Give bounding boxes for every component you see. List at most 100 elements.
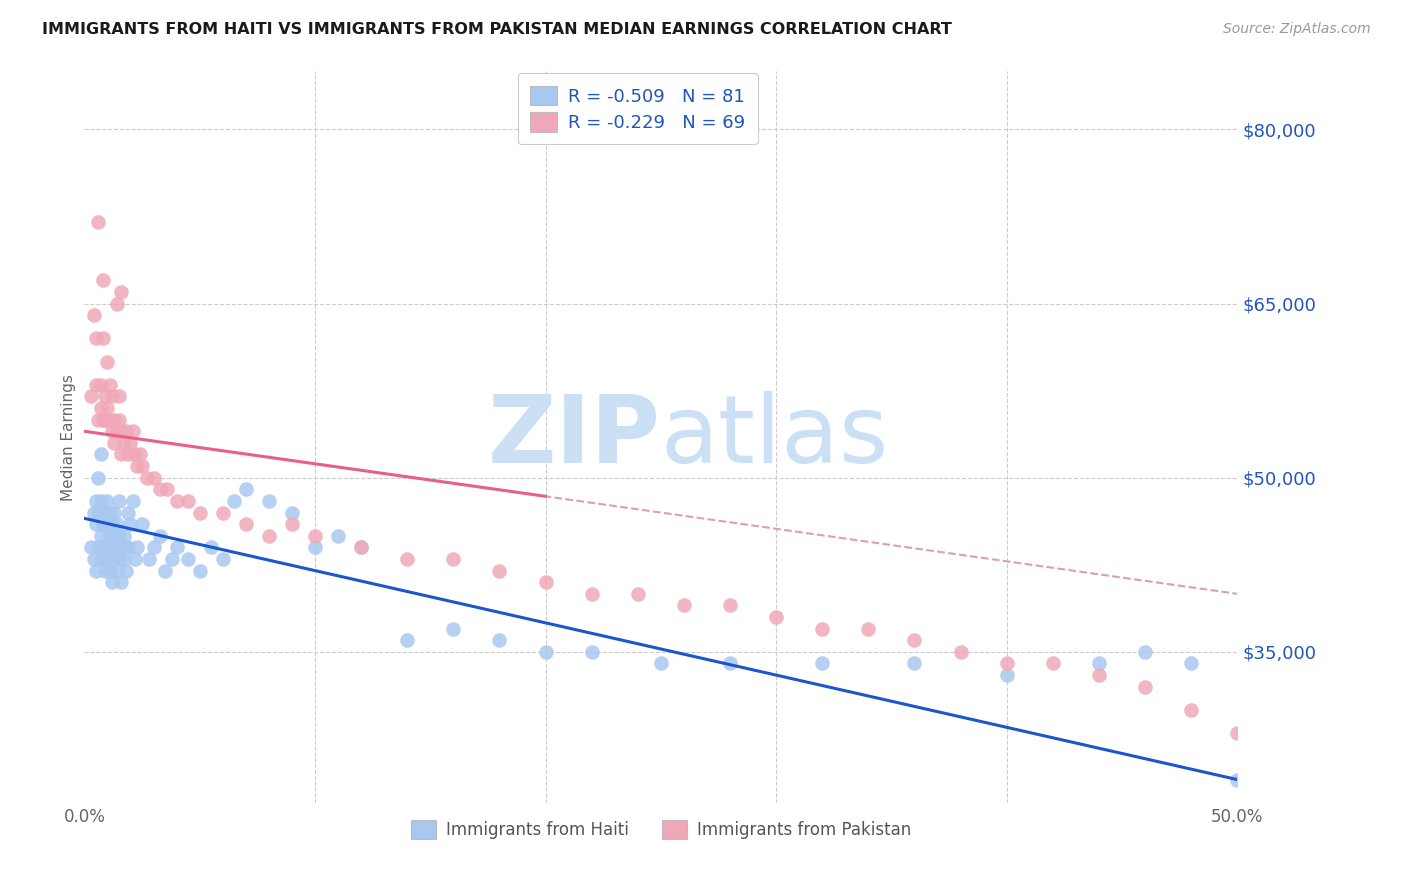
Point <box>87 215 110 229</box>
Point <box>188 564 211 578</box>
Point <box>995 657 1018 671</box>
Point <box>83 506 105 520</box>
Point <box>149 483 172 497</box>
Point <box>105 424 128 438</box>
Point <box>91 273 114 287</box>
Point <box>949 645 972 659</box>
Point <box>128 448 150 462</box>
Point <box>110 424 132 438</box>
Point <box>94 506 117 520</box>
Point <box>98 506 121 520</box>
Text: IMMIGRANTS FROM HAITI VS IMMIGRANTS FROM PAKISTAN MEDIAN EARNINGS CORRELATION CH: IMMIGRANTS FROM HAITI VS IMMIGRANTS FROM… <box>42 22 952 37</box>
Point <box>101 389 124 403</box>
Point <box>127 459 149 474</box>
Point <box>811 657 834 671</box>
Point <box>488 633 510 648</box>
Point <box>84 377 107 392</box>
Point <box>83 308 105 322</box>
Point <box>672 599 695 613</box>
Point <box>1226 772 1249 787</box>
Point <box>110 541 132 555</box>
Point <box>103 436 125 450</box>
Point <box>98 564 121 578</box>
Point <box>1226 726 1249 740</box>
Point <box>350 541 373 555</box>
Point <box>304 529 326 543</box>
Point <box>1042 657 1064 671</box>
Point <box>534 575 557 590</box>
Point <box>89 448 111 462</box>
Point <box>281 506 304 520</box>
Point <box>1088 657 1111 671</box>
Point <box>200 541 222 555</box>
Point <box>281 517 304 532</box>
Point <box>89 377 111 392</box>
Point <box>115 541 138 555</box>
Point <box>257 494 280 508</box>
Point <box>115 564 138 578</box>
Point <box>91 331 114 345</box>
Legend: Immigrants from Haiti, Immigrants from Pakistan: Immigrants from Haiti, Immigrants from P… <box>404 814 918 846</box>
Point <box>98 377 121 392</box>
Point <box>84 517 107 532</box>
Point <box>224 494 246 508</box>
Point <box>96 354 118 368</box>
Point <box>84 331 107 345</box>
Point <box>441 552 464 566</box>
Point <box>903 657 925 671</box>
Point <box>441 622 464 636</box>
Point <box>1133 680 1156 694</box>
Point <box>89 529 111 543</box>
Text: atlas: atlas <box>661 391 889 483</box>
Point <box>211 552 233 566</box>
Point <box>110 575 132 590</box>
Point <box>108 552 131 566</box>
Point <box>188 506 211 520</box>
Point <box>89 552 111 566</box>
Point <box>1180 703 1202 717</box>
Point <box>350 541 373 555</box>
Point <box>120 517 142 532</box>
Point <box>101 541 124 555</box>
Point <box>142 541 165 555</box>
Point <box>94 389 117 403</box>
Point <box>627 587 650 601</box>
Point <box>91 517 114 532</box>
Point <box>98 412 121 426</box>
Point <box>235 517 257 532</box>
Point <box>103 412 125 426</box>
Point <box>257 529 280 543</box>
Text: ZIP: ZIP <box>488 391 661 483</box>
Point <box>89 401 111 415</box>
Point <box>101 517 124 532</box>
Point <box>87 506 110 520</box>
Point <box>160 552 183 566</box>
Point <box>1088 668 1111 682</box>
Point <box>765 610 787 624</box>
Point <box>124 552 146 566</box>
Point <box>117 541 139 555</box>
Point <box>98 529 121 543</box>
Point <box>650 657 672 671</box>
Point <box>127 541 149 555</box>
Point <box>112 552 135 566</box>
Point <box>112 436 135 450</box>
Point <box>96 401 118 415</box>
Point <box>858 622 880 636</box>
Point <box>304 541 326 555</box>
Point <box>87 541 110 555</box>
Point <box>110 285 132 299</box>
Point <box>96 494 118 508</box>
Point <box>135 471 157 485</box>
Point <box>103 506 125 520</box>
Point <box>94 564 117 578</box>
Point <box>581 645 603 659</box>
Point <box>124 448 146 462</box>
Point <box>101 424 124 438</box>
Point <box>87 412 110 426</box>
Point <box>108 412 131 426</box>
Point <box>121 494 143 508</box>
Point <box>80 541 103 555</box>
Point <box>108 389 131 403</box>
Point <box>177 552 200 566</box>
